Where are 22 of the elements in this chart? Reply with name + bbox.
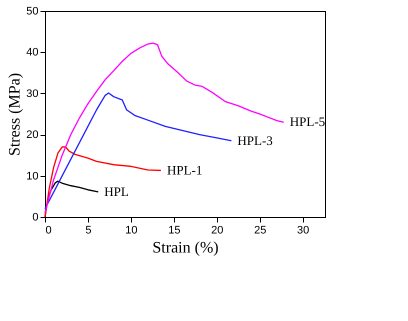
x-axis-title: Strain (%) (152, 240, 219, 256)
y-tick-label: 20 (26, 129, 38, 142)
series-label: HPL-1 (166, 162, 202, 178)
y-tick-label: 50 (26, 6, 38, 18)
x-tick-label: 5 (85, 224, 92, 236)
x-tick-label: 10 (125, 224, 138, 236)
series-label: HPL-3 (237, 132, 273, 148)
line-series (44, 146, 162, 218)
series-label: HPL (104, 184, 129, 199)
series-label: HPL-5 (290, 114, 326, 130)
x-tick-label: 30 (297, 224, 310, 236)
x-tick-label: 15 (168, 224, 180, 236)
y-axis-title: Stress (MPa) (6, 72, 24, 156)
y-tick-label: 0 (32, 212, 38, 224)
y-tick-label: 10 (26, 170, 38, 182)
y-tick-label: 40 (26, 46, 38, 59)
x-tick-label: 25 (254, 224, 266, 236)
x-tick-label: 0 (46, 224, 52, 236)
line-series (44, 42, 284, 214)
line-series (44, 92, 232, 210)
x-tick-label: 20 (211, 224, 224, 236)
y-tick-label: 30 (26, 88, 38, 100)
